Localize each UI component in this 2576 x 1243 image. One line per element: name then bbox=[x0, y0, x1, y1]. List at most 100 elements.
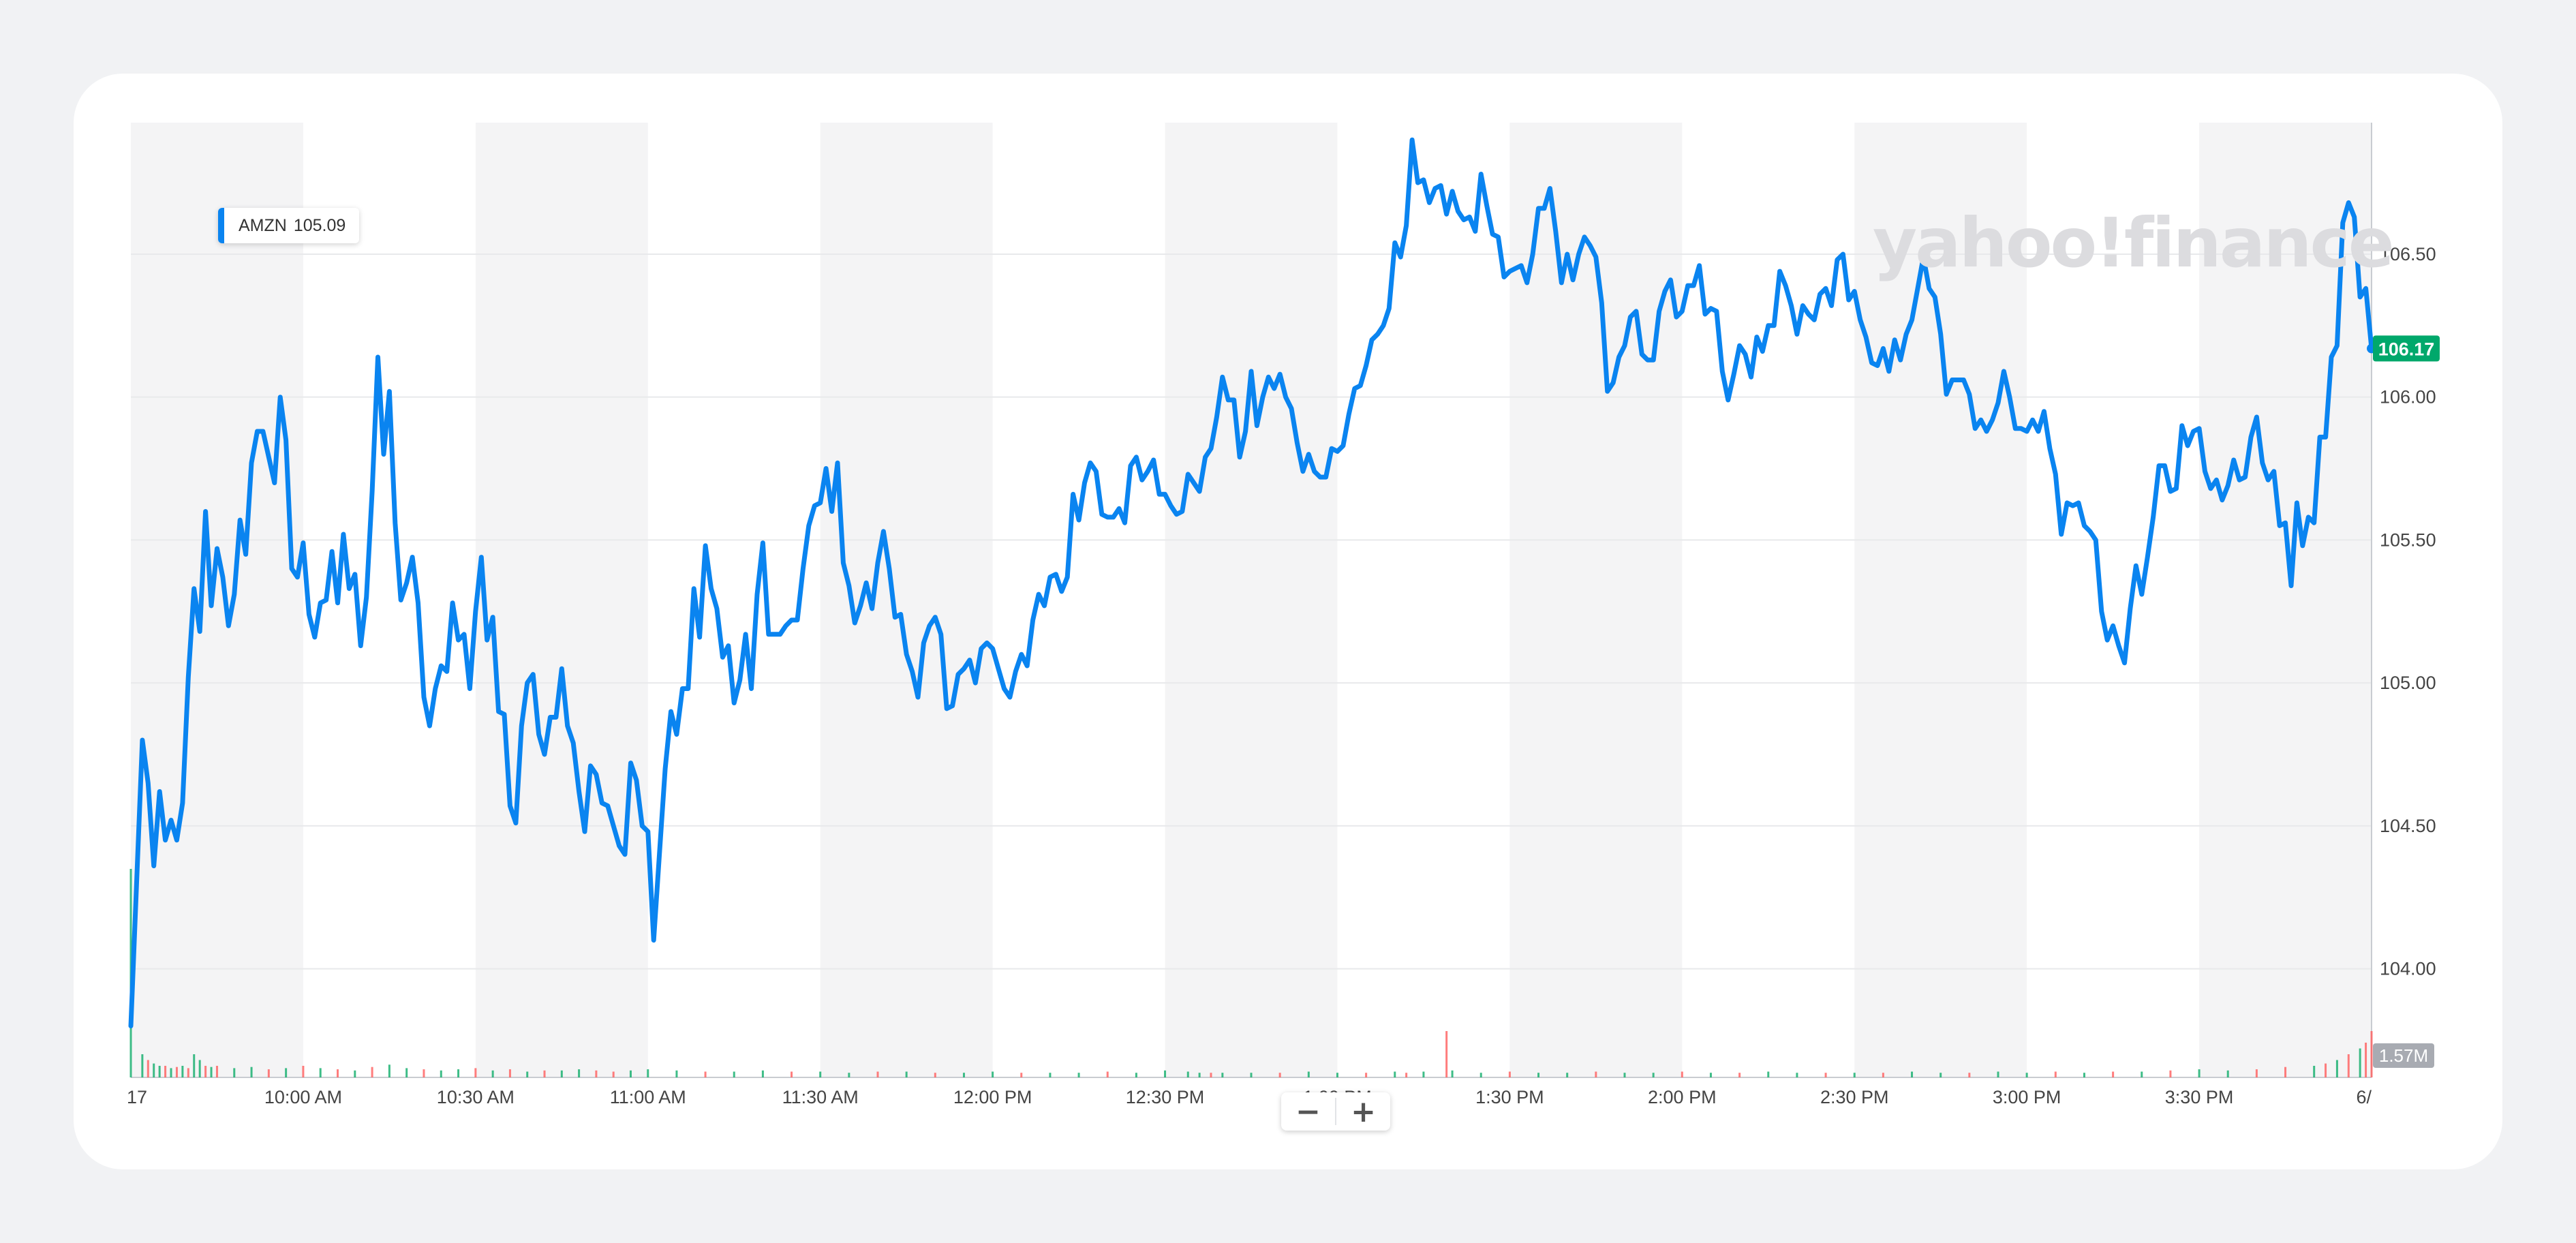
volume-bar bbox=[215, 1066, 218, 1077]
volume-bar bbox=[1537, 1073, 1540, 1077]
volume-bar bbox=[474, 1068, 477, 1077]
price-line bbox=[128, 137, 2374, 1028]
volume-badge bbox=[2373, 1043, 2434, 1068]
volume-bar bbox=[1882, 1073, 1884, 1077]
volume-bar bbox=[1824, 1073, 1827, 1077]
volume-bar bbox=[2347, 1054, 2350, 1077]
volume-bar bbox=[1623, 1073, 1626, 1077]
volume-bar bbox=[1911, 1071, 1914, 1077]
yahoo-finance-watermark: yahoo!finance bbox=[1873, 203, 2395, 283]
volume-bar bbox=[158, 1066, 161, 1077]
volume-bar bbox=[1198, 1073, 1201, 1077]
volume-bar bbox=[1767, 1071, 1770, 1077]
volume-bar bbox=[1405, 1073, 1408, 1077]
session-band bbox=[131, 123, 303, 1077]
volume-bar bbox=[1049, 1073, 1052, 1077]
volume-bar bbox=[491, 1070, 494, 1077]
legend-ticker: AMZN bbox=[239, 215, 287, 235]
volume-bar bbox=[1968, 1073, 1971, 1077]
volume-bar bbox=[319, 1068, 322, 1077]
volume-bar bbox=[1709, 1073, 1712, 1077]
volume-bar bbox=[2365, 1043, 2367, 1077]
zoom-in-button[interactable]: + bbox=[1351, 1094, 1376, 1129]
y-tick-label: 105.50 bbox=[2380, 530, 2436, 550]
volume-bar bbox=[405, 1068, 408, 1077]
volume-bar bbox=[193, 1054, 196, 1077]
session-band bbox=[1509, 123, 1683, 1077]
session-band bbox=[1165, 123, 1338, 1077]
y-tick-label: 105.00 bbox=[2380, 673, 2436, 693]
volume-bar bbox=[187, 1068, 189, 1077]
volume-bar bbox=[578, 1069, 581, 1077]
volume-bar bbox=[2284, 1066, 2287, 1077]
volume-bar bbox=[2255, 1069, 2258, 1077]
x-tick-label: 6/ bbox=[2356, 1087, 2372, 1107]
volume-bar bbox=[164, 1066, 167, 1077]
y-tick-label: 106.00 bbox=[2380, 387, 2436, 408]
volume-bar bbox=[302, 1066, 305, 1077]
volume-bar bbox=[2112, 1071, 2115, 1077]
volume-bar bbox=[250, 1066, 253, 1077]
volume-bar bbox=[1278, 1073, 1281, 1077]
volume-bar bbox=[2370, 1031, 2373, 1077]
legend-swatch bbox=[218, 208, 224, 243]
volume-bar bbox=[905, 1071, 908, 1077]
volume-bar bbox=[285, 1068, 288, 1077]
x-tick-label: 10:30 AM bbox=[437, 1087, 515, 1107]
volume-bar bbox=[175, 1066, 178, 1077]
volume-bar bbox=[1652, 1073, 1655, 1077]
chart-card: 106.50 106.00 105.50 105.00 104.50 104.00 17 10… bbox=[74, 74, 2502, 1169]
session-band bbox=[2199, 123, 2372, 1077]
legend-tag: AMZN 105.09 bbox=[218, 208, 360, 243]
volume-bar bbox=[1738, 1073, 1741, 1077]
session-band bbox=[820, 123, 993, 1077]
x-tick-label: 12:00 PM bbox=[953, 1087, 1032, 1107]
volume-bar bbox=[1479, 1073, 1482, 1077]
x-tick-label: 10:00 AM bbox=[264, 1087, 342, 1107]
x-tick-label: 11:30 AM bbox=[782, 1087, 859, 1107]
x-tick-label: 12:30 PM bbox=[1126, 1087, 1205, 1107]
x-tick-label: 3:00 PM bbox=[1993, 1087, 2061, 1107]
volume-bar bbox=[371, 1066, 373, 1077]
volume-bar bbox=[354, 1070, 356, 1077]
volume-bar bbox=[629, 1070, 632, 1077]
volume-label: 1.57M bbox=[2379, 1045, 2428, 1066]
volume-bar bbox=[819, 1071, 822, 1077]
volume-bar bbox=[1210, 1073, 1212, 1077]
volume-bar bbox=[1997, 1071, 1999, 1077]
volume-bar bbox=[791, 1071, 793, 1077]
volume-bar bbox=[1796, 1073, 1798, 1077]
volume-bar bbox=[1853, 1073, 1856, 1077]
volume-bar bbox=[1164, 1070, 1167, 1077]
volume-bar bbox=[992, 1071, 994, 1077]
volume-bar bbox=[2226, 1070, 2229, 1077]
price-chart[interactable]: 106.50 106.00 105.50 105.00 104.50 104.00 17 10… bbox=[74, 74, 2502, 1169]
volume-bar bbox=[1595, 1071, 1597, 1077]
volume-bar bbox=[1422, 1071, 1425, 1077]
volume-bar bbox=[440, 1070, 442, 1077]
volume-bar bbox=[560, 1070, 563, 1077]
x-tick-label: 1:30 PM bbox=[1475, 1087, 1544, 1107]
volume-bar bbox=[543, 1070, 546, 1077]
volume-bar bbox=[1020, 1073, 1023, 1077]
volume-bar bbox=[1939, 1073, 1942, 1077]
volume-bar bbox=[934, 1073, 936, 1077]
volume-bar bbox=[761, 1070, 764, 1077]
volume-bar bbox=[508, 1069, 511, 1077]
volume-bar bbox=[1221, 1073, 1224, 1077]
zoom-out-button[interactable]: − bbox=[1295, 1094, 1321, 1129]
volume-bar bbox=[876, 1071, 879, 1077]
x-tick-label: 17 bbox=[127, 1087, 147, 1107]
x-tick-label: 11:00 AM bbox=[610, 1087, 686, 1107]
volume-bar bbox=[675, 1070, 678, 1077]
volume-bar bbox=[181, 1066, 184, 1077]
volume-bar bbox=[2325, 1063, 2327, 1077]
volume-bar bbox=[1681, 1071, 1683, 1077]
volume-bar bbox=[2359, 1048, 2361, 1077]
volume-bar bbox=[1250, 1073, 1253, 1077]
volume-bar bbox=[147, 1060, 149, 1077]
session-band bbox=[1854, 123, 2027, 1077]
volume-bar bbox=[2335, 1060, 2338, 1077]
x-tick-label: 2:00 PM bbox=[1648, 1087, 1717, 1107]
volume-bar bbox=[595, 1070, 598, 1077]
